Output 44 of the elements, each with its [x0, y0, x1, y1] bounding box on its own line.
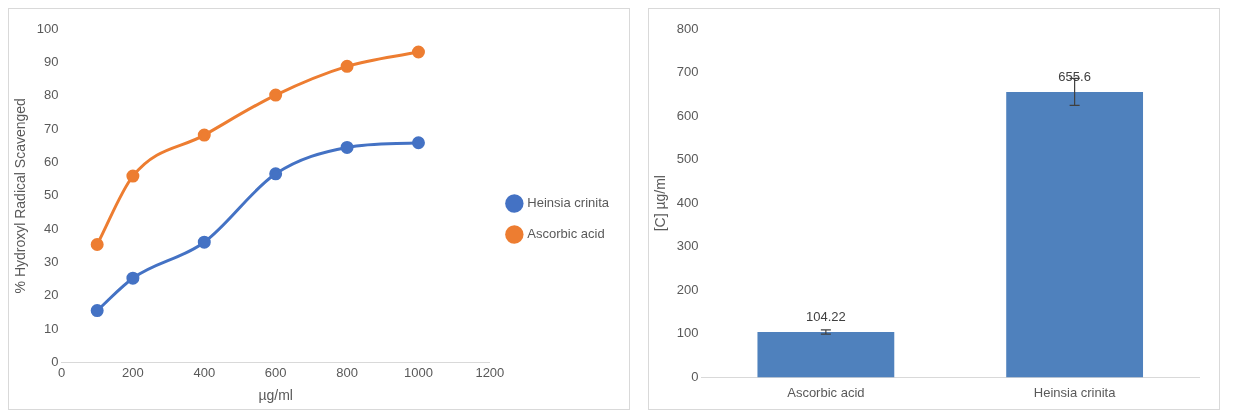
y-tick-label: 600: [676, 107, 699, 123]
y-tick-label: 70: [44, 120, 59, 136]
y-tick-label: 40: [44, 220, 59, 236]
y-tick-label: 90: [44, 53, 59, 69]
x-tick-label: 600: [264, 364, 287, 380]
point: [411, 45, 425, 59]
y-tick-label: 400: [676, 194, 699, 210]
data-label: 655.6: [1058, 68, 1091, 84]
point: [340, 140, 354, 154]
x-tick-label: 1200: [475, 364, 505, 380]
y-tick-label: 100: [676, 325, 699, 341]
y-axis-title: [C] µg/ml: [652, 175, 669, 232]
x-tick-label: 400: [193, 364, 216, 380]
y-tick-label: 800: [676, 20, 699, 36]
y-tick-label: 0: [51, 354, 59, 370]
y-tick-label: 200: [676, 281, 699, 297]
y-tick-label: 100: [36, 20, 59, 36]
y-tick-label: 700: [676, 64, 699, 80]
point: [411, 136, 425, 150]
y-axis-title: % Hydroxyl Radical Scavenged: [12, 98, 29, 294]
y-tick-label: 20: [44, 287, 59, 303]
y-tick-label: 80: [44, 87, 59, 103]
x-tick-label: 800: [336, 364, 358, 380]
x-tick-label: 1000: [404, 364, 433, 380]
point: [340, 59, 354, 73]
point: [269, 88, 283, 102]
legend-label: Heinsia crinita: [527, 195, 610, 211]
y-tick-label: 60: [44, 154, 59, 170]
y-tick-label: 10: [44, 320, 59, 336]
y-tick-label: 50: [44, 187, 59, 203]
x-axis-title: µg/ml: [258, 387, 293, 404]
point: [269, 167, 283, 181]
data-label: 104.22: [805, 309, 846, 325]
legend-label: Ascorbic acid: [527, 226, 605, 242]
point: [126, 169, 140, 183]
point: [90, 238, 104, 252]
y-tick-label: 300: [676, 238, 699, 254]
y-tick-label: 500: [676, 151, 699, 167]
point: [90, 304, 104, 318]
y-tick-label: 30: [44, 254, 59, 270]
point: [126, 271, 140, 285]
point: [197, 128, 211, 142]
x-tick-label: 200: [122, 364, 144, 380]
point: [197, 235, 211, 249]
